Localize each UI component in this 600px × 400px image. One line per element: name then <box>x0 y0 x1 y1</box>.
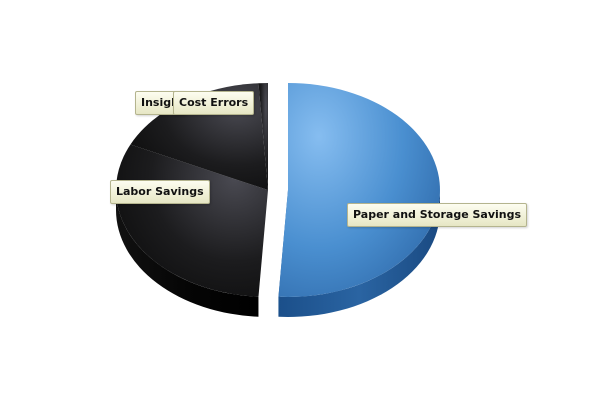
slice-side-paper-and-storage-savings <box>278 190 440 318</box>
slice-label-labor-savings: Labor Savings <box>110 180 210 204</box>
slice-insight <box>258 83 268 190</box>
slice-paper-and-storage-savings <box>278 83 440 297</box>
slice-side-labor-savings <box>116 190 259 317</box>
slice-label-cost-errors: Cost Errors <box>173 91 255 115</box>
slice-label-paper-and-storage-savings: Paper and Storage Savings <box>347 203 528 227</box>
